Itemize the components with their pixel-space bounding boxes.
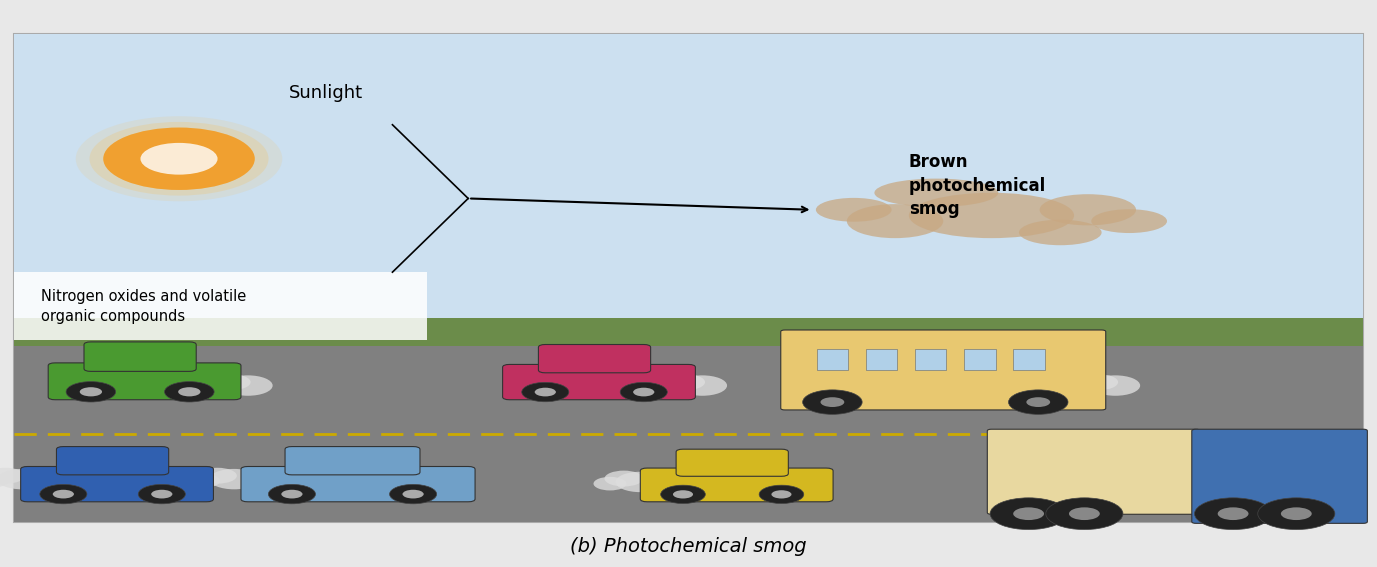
Bar [14, 346, 1363, 522]
Bar [866, 349, 898, 370]
Circle shape [76, 116, 282, 201]
Circle shape [661, 485, 705, 503]
Circle shape [1257, 498, 1334, 530]
Circle shape [633, 388, 654, 396]
Ellipse shape [1091, 209, 1166, 233]
Circle shape [209, 469, 259, 489]
FancyBboxPatch shape [14, 272, 427, 340]
Circle shape [1217, 507, 1249, 520]
Circle shape [0, 474, 8, 488]
Bar [1013, 349, 1045, 370]
FancyBboxPatch shape [48, 363, 241, 400]
FancyBboxPatch shape [538, 345, 651, 373]
FancyBboxPatch shape [676, 449, 788, 476]
FancyBboxPatch shape [56, 447, 168, 475]
Circle shape [281, 490, 303, 498]
Circle shape [1013, 507, 1044, 520]
FancyBboxPatch shape [640, 468, 833, 502]
Circle shape [1080, 374, 1118, 390]
Circle shape [165, 382, 215, 402]
Circle shape [390, 484, 437, 504]
Circle shape [655, 380, 688, 394]
FancyBboxPatch shape [285, 447, 420, 475]
Text: Nitrogen oxides and volatile
organic compounds: Nitrogen oxides and volatile organic com… [41, 289, 246, 324]
Bar [817, 349, 848, 370]
Circle shape [990, 498, 1067, 530]
Circle shape [178, 387, 201, 396]
Circle shape [534, 388, 556, 396]
Circle shape [40, 484, 87, 504]
Circle shape [605, 471, 643, 486]
Circle shape [187, 474, 220, 488]
Circle shape [593, 477, 627, 490]
Circle shape [1281, 507, 1312, 520]
Circle shape [771, 490, 792, 498]
Circle shape [402, 490, 424, 498]
Circle shape [151, 490, 172, 498]
Circle shape [616, 472, 665, 492]
Circle shape [673, 490, 693, 498]
Text: Sunlight: Sunlight [289, 84, 364, 102]
FancyBboxPatch shape [14, 34, 1363, 522]
Circle shape [1069, 380, 1102, 394]
Circle shape [759, 485, 804, 503]
FancyBboxPatch shape [987, 429, 1199, 514]
Circle shape [80, 387, 102, 396]
Circle shape [0, 469, 47, 489]
Ellipse shape [815, 198, 892, 222]
Circle shape [90, 122, 269, 196]
Circle shape [223, 375, 273, 396]
Bar [14, 346, 1363, 522]
FancyBboxPatch shape [503, 365, 695, 400]
Circle shape [103, 128, 255, 190]
Circle shape [821, 397, 844, 407]
Ellipse shape [1040, 194, 1136, 226]
FancyBboxPatch shape [241, 467, 475, 502]
Bar [14, 34, 1363, 522]
Circle shape [138, 484, 186, 504]
FancyBboxPatch shape [84, 342, 197, 371]
Circle shape [522, 382, 569, 402]
Circle shape [1091, 375, 1140, 396]
Bar [964, 349, 996, 370]
FancyBboxPatch shape [781, 330, 1106, 410]
Circle shape [620, 382, 668, 402]
Circle shape [66, 382, 116, 402]
Circle shape [140, 143, 218, 175]
Text: (b) Photochemical smog: (b) Photochemical smog [570, 536, 807, 556]
Ellipse shape [1019, 220, 1102, 246]
Circle shape [1069, 507, 1100, 520]
Circle shape [103, 128, 255, 190]
Ellipse shape [909, 193, 1074, 238]
Ellipse shape [847, 204, 943, 238]
Circle shape [1008, 390, 1069, 414]
Circle shape [677, 375, 727, 396]
Bar [14, 318, 1363, 352]
Circle shape [803, 390, 862, 414]
Circle shape [269, 484, 315, 504]
Circle shape [1026, 397, 1051, 407]
Ellipse shape [874, 179, 998, 207]
Circle shape [52, 490, 74, 498]
Bar [914, 349, 946, 370]
Circle shape [0, 468, 25, 484]
Circle shape [201, 380, 234, 394]
Circle shape [666, 374, 705, 390]
Circle shape [212, 374, 251, 390]
FancyBboxPatch shape [1192, 429, 1367, 523]
Circle shape [1194, 498, 1272, 530]
Circle shape [198, 468, 237, 484]
Text: Brown
photochemical
smog: Brown photochemical smog [909, 153, 1047, 218]
FancyBboxPatch shape [21, 467, 213, 502]
Circle shape [1047, 498, 1124, 530]
